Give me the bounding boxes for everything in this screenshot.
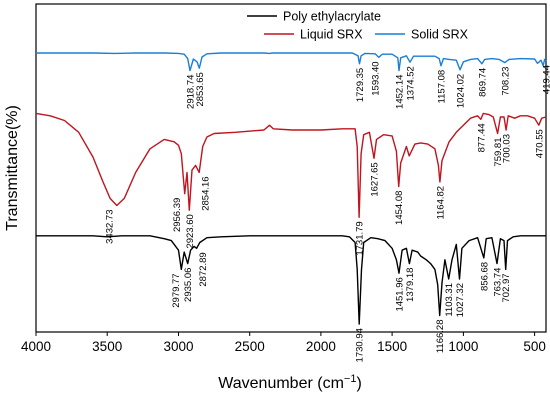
legend-label-poly-ethylacrylate: Poly ethylacrylate: [283, 10, 381, 24]
peak-label-poly-ethylacrylate-8: 1027.32: [455, 283, 466, 317]
peak-label-solid-srx-10: 419.44: [542, 65, 550, 94]
x-axis-ticks: 4000 3500 3000 2500 2000 1500 1000 500: [21, 332, 546, 354]
peak-label-liquid-srx-3: 2854.16: [201, 176, 212, 210]
peak-label-poly-ethylacrylate-5: 1379.18: [405, 268, 416, 302]
peak-label-liquid-srx-2: 2923.60: [185, 214, 196, 248]
peak-label-poly-ethylacrylate-10: 763.74: [493, 268, 504, 297]
x-tick-label-500: 500: [523, 339, 546, 354]
x-tick-label-4000: 4000: [21, 339, 51, 354]
peak-label-solid-srx-4: 1452.14: [395, 75, 406, 109]
peak-label-poly-ethylacrylate-4: 1451.96: [395, 277, 406, 311]
peak-label-liquid-srx-8: 877.44: [476, 123, 487, 152]
series-line-liquid-srx: [35, 112, 547, 218]
x-axis-title-superscript: −1: [344, 373, 357, 385]
peak-label-solid-srx-3: 1593.40: [370, 61, 381, 95]
x-tick-label-2000: 2000: [306, 339, 336, 354]
peak-label-poly-ethylacrylate-1: 2935.06: [183, 268, 194, 302]
peak-label-poly-ethylacrylate-3: 1730.94: [355, 328, 366, 362]
peak-label-liquid-srx-5: 1627.65: [370, 162, 381, 196]
peak-label-liquid-srx-9: 759.81: [493, 137, 504, 166]
series-layer: [35, 52, 547, 325]
peak-label-poly-ethylacrylate-11: 702.97: [501, 273, 512, 302]
peak-label-liquid-srx-1: 2956.39: [172, 198, 183, 232]
legend-label-liquid-srx: Liquid SRX: [300, 28, 363, 42]
x-axis-title: Wavenumber (cm−1): [218, 373, 362, 392]
x-tick-label-3000: 3000: [163, 339, 193, 354]
peak-label-solid-srx-6: 1157.08: [437, 70, 448, 104]
peak-label-liquid-srx-10: 700.03: [502, 134, 513, 163]
peak-label-poly-ethylacrylate-7: 1103.31: [444, 283, 455, 317]
series-line-poly-ethylacrylate: [36, 235, 546, 325]
peak-label-solid-srx-7: 1024.02: [456, 74, 467, 108]
x-tick-label-1500: 1500: [377, 339, 407, 354]
peak-label-solid-srx-8: 869.74: [477, 68, 488, 97]
legend: Poly ethylacrylate Liquid SRX Solid SRX: [247, 10, 469, 42]
peak-label-liquid-srx-0: 3432.73: [104, 210, 115, 244]
y-axis-title: Transmittance(%): [4, 105, 21, 231]
peak-label-poly-ethylacrylate-9: 856.68: [479, 262, 490, 291]
peak-label-liquid-srx-11: 470.55: [534, 129, 545, 158]
peak-label-solid-srx-5: 1374.52: [406, 66, 417, 100]
peak-label-solid-srx-1: 2853.65: [195, 72, 206, 106]
peak-label-poly-ethylacrylate-6: 1166.28: [435, 320, 446, 354]
legend-label-solid-srx: Solid SRX: [411, 28, 469, 42]
x-tick-label-2500: 2500: [235, 339, 265, 354]
peak-label-solid-srx-9: 708.23: [500, 67, 511, 96]
peak-label-solid-srx-0: 2918.74: [186, 75, 197, 109]
series-line-solid-srx: [36, 52, 547, 72]
x-tick-label-1000: 1000: [448, 339, 478, 354]
peak-label-liquid-srx-7: 1164.82: [435, 186, 446, 220]
peak-label-liquid-srx-6: 1454.08: [394, 191, 405, 225]
peak-label-poly-ethylacrylate-2: 2872.89: [198, 252, 209, 286]
plot-frame: [35, 3, 547, 333]
peak-label-liquid-srx-4: 1731.79: [355, 221, 366, 255]
x-tick-label-3500: 3500: [92, 339, 122, 354]
peak-label-poly-ethylacrylate-0: 2979.77: [171, 273, 182, 307]
peak-label-solid-srx-2: 1729.35: [355, 68, 366, 102]
